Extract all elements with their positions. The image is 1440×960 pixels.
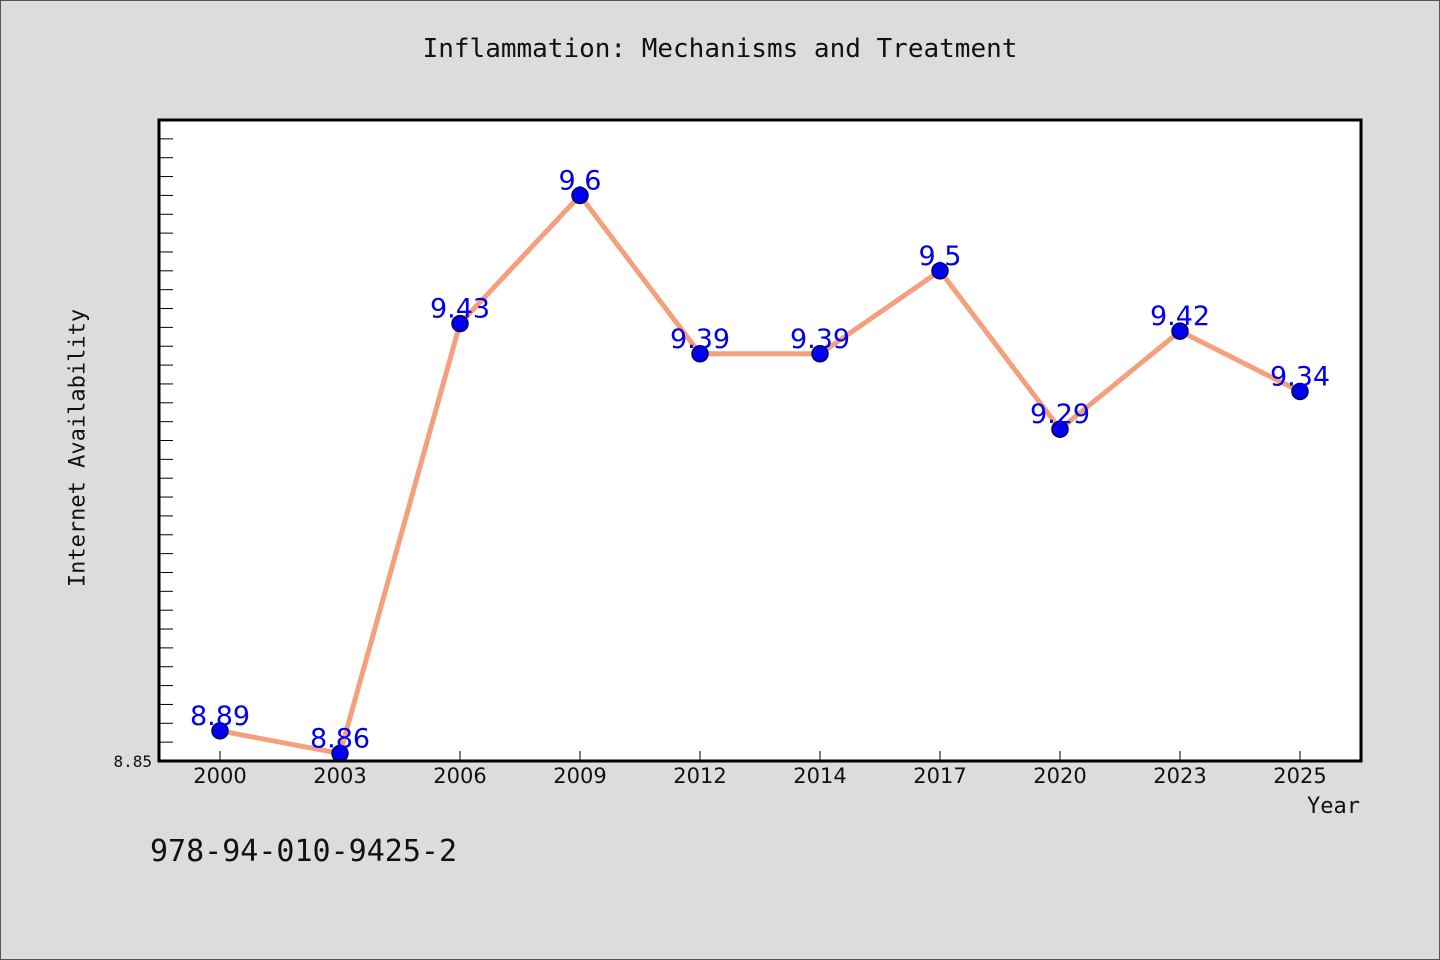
data-label: 9.39: [790, 324, 850, 355]
data-point: [1171, 322, 1189, 340]
x-tick-label: 2003: [313, 764, 366, 788]
x-tick-label: 2012: [673, 764, 726, 788]
data-point: [451, 314, 469, 333]
data-label: 9.39: [670, 324, 730, 355]
data-point: [691, 345, 709, 363]
x-tick-label: 2014: [793, 764, 846, 788]
isbn-text: 978-94-010-9425-2: [150, 834, 458, 869]
data-point: [1051, 420, 1069, 438]
x-axis-label: Year: [1307, 794, 1360, 819]
x-tick-label: 2000: [193, 764, 246, 788]
y-tick-label: 8.85: [113, 752, 152, 771]
x-tick-label: 2017: [913, 764, 966, 788]
x-tick-label: 2020: [1033, 764, 1086, 788]
data-label: 9.43: [430, 294, 490, 325]
x-tick-label: 2009: [553, 764, 606, 788]
series-line: [217, 192, 1303, 756]
plot-border: [157, 118, 1363, 763]
x-tick-label: 2006: [433, 764, 486, 788]
data-label: 9.29: [1030, 399, 1090, 430]
data-label: 9.6: [559, 165, 602, 196]
data-label: 9.34: [1270, 361, 1330, 392]
x-tick-label: 2025: [1273, 764, 1326, 788]
data-label: 8.89: [190, 701, 250, 732]
x-tick-label: 2023: [1153, 764, 1206, 788]
chart-title: Inflammation: Mechanisms and Treatment: [422, 34, 1018, 64]
data-label: 9.42: [1150, 301, 1210, 332]
data-point: [571, 186, 589, 205]
plot-area: [159, 120, 1361, 761]
data-label: 9.5: [919, 241, 962, 272]
y-minor-ticks: [159, 138, 173, 743]
data-point: [211, 722, 229, 740]
data-point: [811, 345, 829, 363]
data-point: [931, 262, 949, 280]
x-axis-ticks: 2000 2003 2006 2009 2012 2014 2017 2020 2023 2025: [193, 751, 1327, 788]
data-point: [1291, 382, 1309, 401]
series-layer: 8.89 8.86 9.43 9.6 9.39 9.39 9.5 9.29 9.42 9.34: [190, 165, 1330, 763]
data-label: 8.86: [310, 723, 370, 754]
